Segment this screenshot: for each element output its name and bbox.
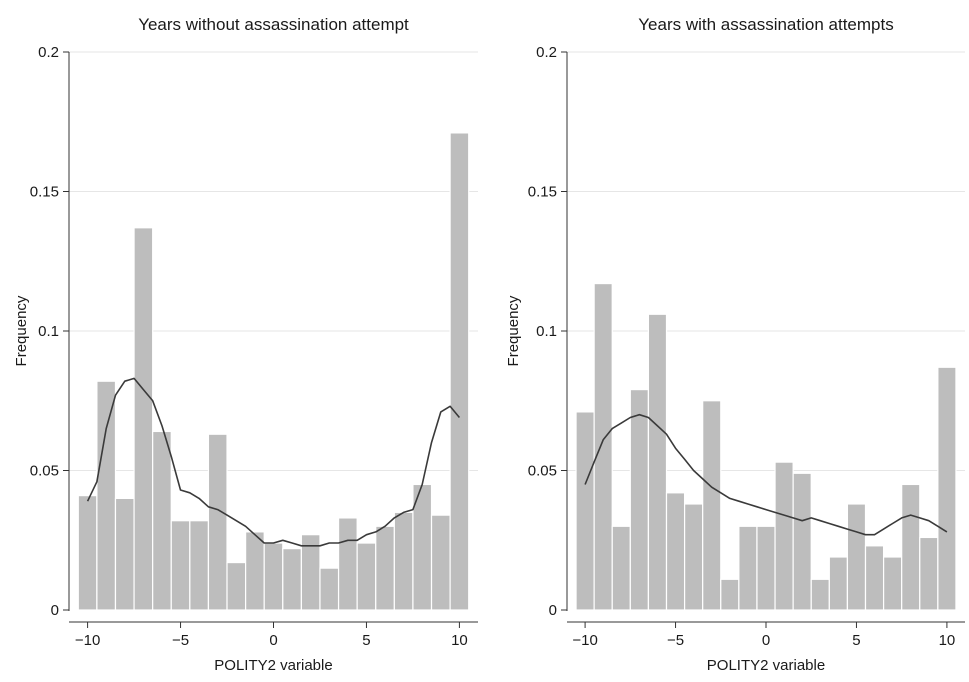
x-tick-label-1: −5 [667, 632, 684, 649]
histogram-bar-4 [647, 313, 668, 611]
histogram-bar-0 [575, 411, 595, 611]
histogram-bar-18 [901, 483, 921, 611]
y-tick-label-1: 0.05 [528, 463, 557, 480]
histogram-bar-13 [810, 578, 830, 611]
histogram-bar-17 [393, 511, 414, 611]
histogram-bar-11 [282, 548, 302, 611]
histogram-bar-5 [665, 492, 686, 611]
histogram-bar-0 [77, 495, 98, 611]
histogram-bar-10 [263, 542, 284, 611]
histogram-bar-16 [864, 545, 885, 611]
y-axis-label: Frequency [13, 295, 30, 366]
histogram-bar-11 [774, 461, 794, 611]
histogram-bar-8 [720, 578, 740, 611]
histogram-bar-1 [96, 380, 117, 611]
histogram-bar-7 [702, 400, 722, 611]
histogram-bar-7 [207, 433, 228, 611]
histogram-bar-14 [828, 556, 849, 611]
histogram-bar-3 [629, 388, 650, 611]
histogram-bar-3 [133, 227, 154, 611]
y-tick-label-4: 0.2 [536, 44, 557, 61]
histogram-bar-2 [611, 525, 631, 611]
x-tick-label-3: 5 [362, 632, 370, 649]
histogram-bar-10 [756, 525, 776, 611]
x-tick-label-2: 0 [762, 632, 770, 649]
histogram-bar-9 [738, 525, 758, 611]
histogram-bar-20 [937, 366, 957, 611]
chart-title: Years without assassination attempt [138, 15, 409, 34]
panel-without-attempt: 0 0.05 0.1 0.15 0.2 −10 −5 0 5 10 Years without as… [13, 15, 478, 674]
histogram-bar-8 [226, 561, 247, 611]
histogram-bar-16 [375, 525, 395, 611]
y-tick-label-0: 0 [549, 602, 557, 619]
x-tick-label-0: −10 [572, 632, 597, 649]
x-tick-label-0: −10 [75, 632, 100, 649]
histogram-bar-12 [792, 472, 812, 611]
histogram-bar-14 [337, 517, 358, 611]
y-tick-label-0: 0 [51, 602, 59, 619]
y-tick-label-1: 0.05 [30, 463, 59, 480]
histogram-bar-15 [356, 542, 377, 611]
histogram-bar-4 [152, 430, 172, 611]
x-axis-label: POLITY2 variable [707, 657, 825, 674]
y-tick-label-2: 0.1 [536, 323, 557, 340]
histogram-bar-19 [919, 536, 939, 611]
histogram-bar-1 [593, 282, 613, 611]
x-tick-label-2: 0 [269, 632, 277, 649]
histogram-bar-19 [430, 514, 451, 611]
histogram-bar-15 [846, 503, 867, 611]
x-tick-label-3: 5 [852, 632, 860, 649]
y-tick-label-4: 0.2 [38, 44, 59, 61]
x-axis-label: POLITY2 variable [214, 657, 332, 674]
histogram-bar-2 [114, 497, 135, 611]
y-axis-label: Frequency [505, 295, 522, 366]
panel-with-attempts: 0 0.05 0.1 0.15 0.2 −10 −5 0 5 10 Years with assas… [505, 15, 965, 674]
y-tick-label-3: 0.15 [30, 184, 59, 201]
y-tick-label-3: 0.15 [528, 184, 557, 201]
x-tick-label-4: 10 [451, 632, 468, 649]
histogram-bar-20 [449, 132, 470, 611]
histogram-bar-6 [683, 503, 704, 611]
x-tick-label-4: 10 [939, 632, 956, 649]
y-tick-label-2: 0.1 [38, 323, 59, 340]
histogram-bar-13 [319, 567, 340, 611]
x-tick-label-1: −5 [172, 632, 189, 649]
histogram-bar-5 [170, 520, 191, 611]
histogram-bar-17 [882, 556, 903, 611]
chart-title: Years with assassination attempts [638, 15, 893, 34]
density-curve [86, 377, 461, 547]
histogram-bar-6 [189, 520, 210, 611]
histogram-bar-9 [245, 531, 265, 611]
density-curve [584, 413, 948, 536]
